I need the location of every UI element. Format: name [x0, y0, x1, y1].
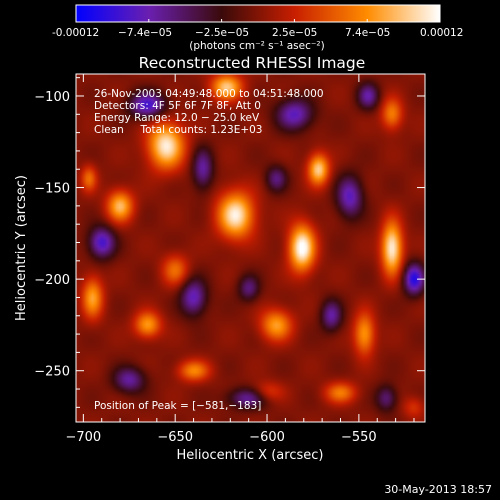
- colorbar-tick-label-2: −2.5e−05: [195, 27, 249, 39]
- generation-date: 30-May-2013 18:57: [384, 483, 492, 496]
- chart-title: Reconstructed RHESSI Image: [139, 54, 366, 72]
- y-tick-label: −200: [34, 273, 70, 288]
- annotations: 26-Nov-2003 04:49:48.000 to 04:51:48.000…: [94, 88, 324, 412]
- y-tick-label: −150: [34, 182, 70, 197]
- colorbar-tick-label-1: −7.4e−05: [118, 27, 172, 39]
- colorbar-strip: [75, 4, 441, 23]
- y-axis-label: Heliocentric Y (arcsec): [14, 175, 29, 321]
- x-axis: −700 −650 −600 −550: [65, 74, 415, 445]
- colorbar-tick-label-4: 7.4e−05: [345, 27, 390, 39]
- peak-label: Position of Peak = [−581,−183]: [94, 400, 261, 412]
- annotation-detectors: Detectors: 4F 5F 6F 7F 8F, Att 0: [94, 100, 261, 112]
- y-axis: −100 −150 −200 −250: [34, 77, 425, 408]
- annotation-clean: Clean Total counts: 1.23E+03: [94, 124, 263, 136]
- plot-area: [75, 73, 426, 423]
- heatmap-image: [76, 74, 425, 422]
- colorbar-tick-label-5: 0.00012: [420, 27, 463, 39]
- x-tick-label: −550: [341, 430, 377, 445]
- x-axis-label: Heliocentric X (arcsec): [177, 448, 324, 463]
- annotation-time: 26-Nov-2003 04:49:48.000 to 04:51:48.000: [94, 88, 324, 100]
- y-tick-label: −100: [34, 90, 70, 105]
- y-tick-label: −250: [34, 365, 70, 380]
- annotation-energy: Energy Range: 12.0 − 25.0 keV: [94, 112, 260, 124]
- x-tick-label: −700: [65, 430, 101, 445]
- x-tick-label: −650: [157, 430, 193, 445]
- colorbar-tick-label-3: 2.5e−05: [272, 27, 317, 39]
- colorbar: -0.00012 −7.4e−05 −2.5e−05 2.5e−05 7.4e−…: [52, 4, 463, 52]
- x-tick-label: −600: [249, 430, 285, 445]
- colorbar-tick-label-0: -0.00012: [52, 27, 99, 39]
- colorbar-units: (photons cm⁻² s⁻¹ asec⁻²): [189, 40, 324, 52]
- plot-frame: [75, 73, 426, 423]
